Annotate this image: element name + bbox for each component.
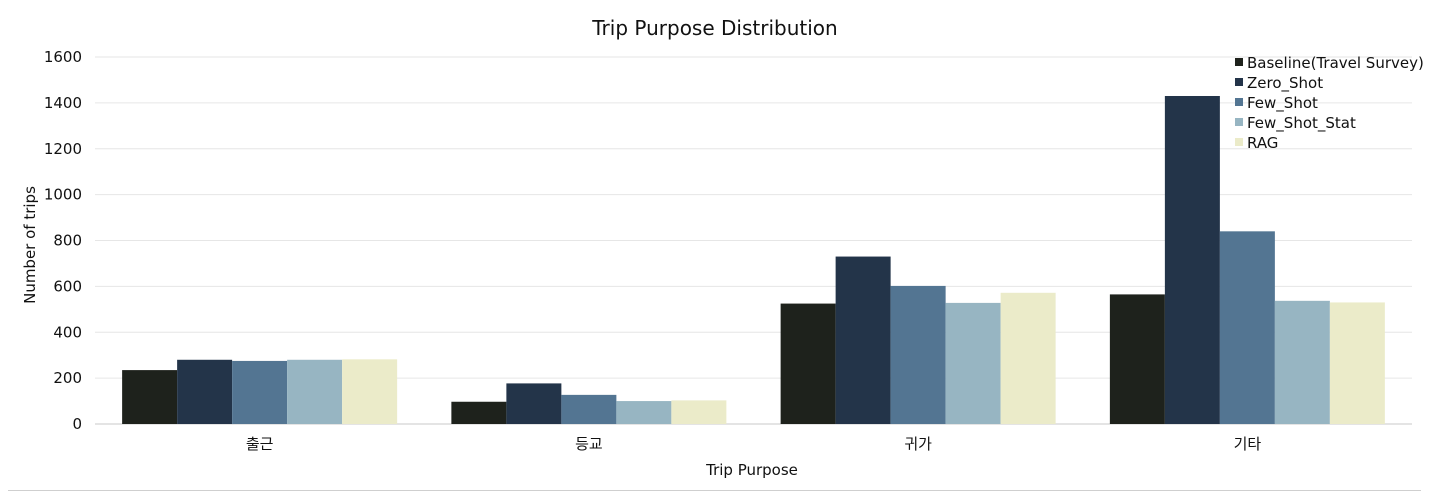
bars	[122, 95, 1385, 425]
bar-baseline-travel-survey--0	[122, 370, 178, 424]
y-tick-label: 1400	[44, 94, 82, 112]
legend-swatch	[1235, 98, 1243, 106]
y-tick-label: 0	[72, 415, 82, 433]
y-axis-title: Number of trips	[21, 186, 39, 304]
bar-few-shot-stat-3	[1274, 300, 1330, 424]
x-axis-title: Trip Purpose	[705, 461, 798, 479]
legend-label: Zero_Shot	[1247, 74, 1323, 93]
y-tick-label: 400	[53, 323, 82, 341]
legend-swatch	[1235, 78, 1243, 86]
y-axis-ticks: 0 200 400 600 800 1000 1200 1400 1600	[44, 48, 82, 433]
x-tick-label: 귀가	[904, 435, 932, 453]
bar-rag-1	[671, 400, 727, 424]
legend-swatch	[1235, 58, 1243, 66]
y-tick-label: 1000	[44, 186, 82, 204]
bar-few-shot-stat-2	[945, 302, 1001, 424]
x-tick-label: 출근	[246, 435, 274, 453]
bar-zero-shot-1	[506, 383, 562, 424]
bar-few-shot-3	[1219, 231, 1275, 424]
bar-baseline-travel-survey--1	[451, 401, 507, 424]
x-tick-label: 기타	[1234, 435, 1262, 453]
bar-zero-shot-2	[835, 256, 891, 424]
y-tick-label: 1600	[44, 48, 82, 66]
y-tick-label: 600	[53, 277, 82, 295]
bar-zero-shot-3	[1164, 95, 1220, 425]
y-tick-label: 200	[53, 369, 82, 387]
legend-swatch	[1235, 138, 1243, 146]
legend: Baseline(Travel Survey)Zero_ShotFew_Shot…	[1235, 54, 1424, 152]
chart-title: Trip Purpose Distribution	[591, 16, 837, 40]
x-axis-ticks: 출근 등교 귀가 기타	[246, 435, 1262, 453]
bar-few-shot-stat-1	[616, 401, 672, 424]
bar-few-shot-stat-0	[287, 359, 343, 424]
bar-baseline-travel-survey--3	[1109, 294, 1165, 424]
legend-label: RAG	[1247, 134, 1278, 152]
bar-rag-0	[342, 359, 398, 424]
bar-few-shot-2	[890, 285, 946, 424]
y-tick-label: 800	[53, 232, 82, 250]
legend-label: Few_Shot	[1247, 94, 1318, 113]
bar-rag-3	[1329, 302, 1385, 424]
bar-rag-2	[1000, 292, 1056, 424]
legend-label: Baseline(Travel Survey)	[1247, 54, 1424, 72]
bar-zero-shot-0	[177, 359, 233, 424]
bar-few-shot-1	[561, 394, 617, 424]
bar-baseline-travel-survey--2	[780, 303, 836, 424]
x-tick-label: 등교	[575, 435, 603, 453]
bottom-divider	[8, 490, 1421, 491]
legend-swatch	[1235, 118, 1243, 126]
y-tick-label: 1200	[44, 140, 82, 158]
bar-few-shot-0	[232, 360, 288, 424]
legend-label: Few_Shot_Stat	[1247, 114, 1356, 133]
